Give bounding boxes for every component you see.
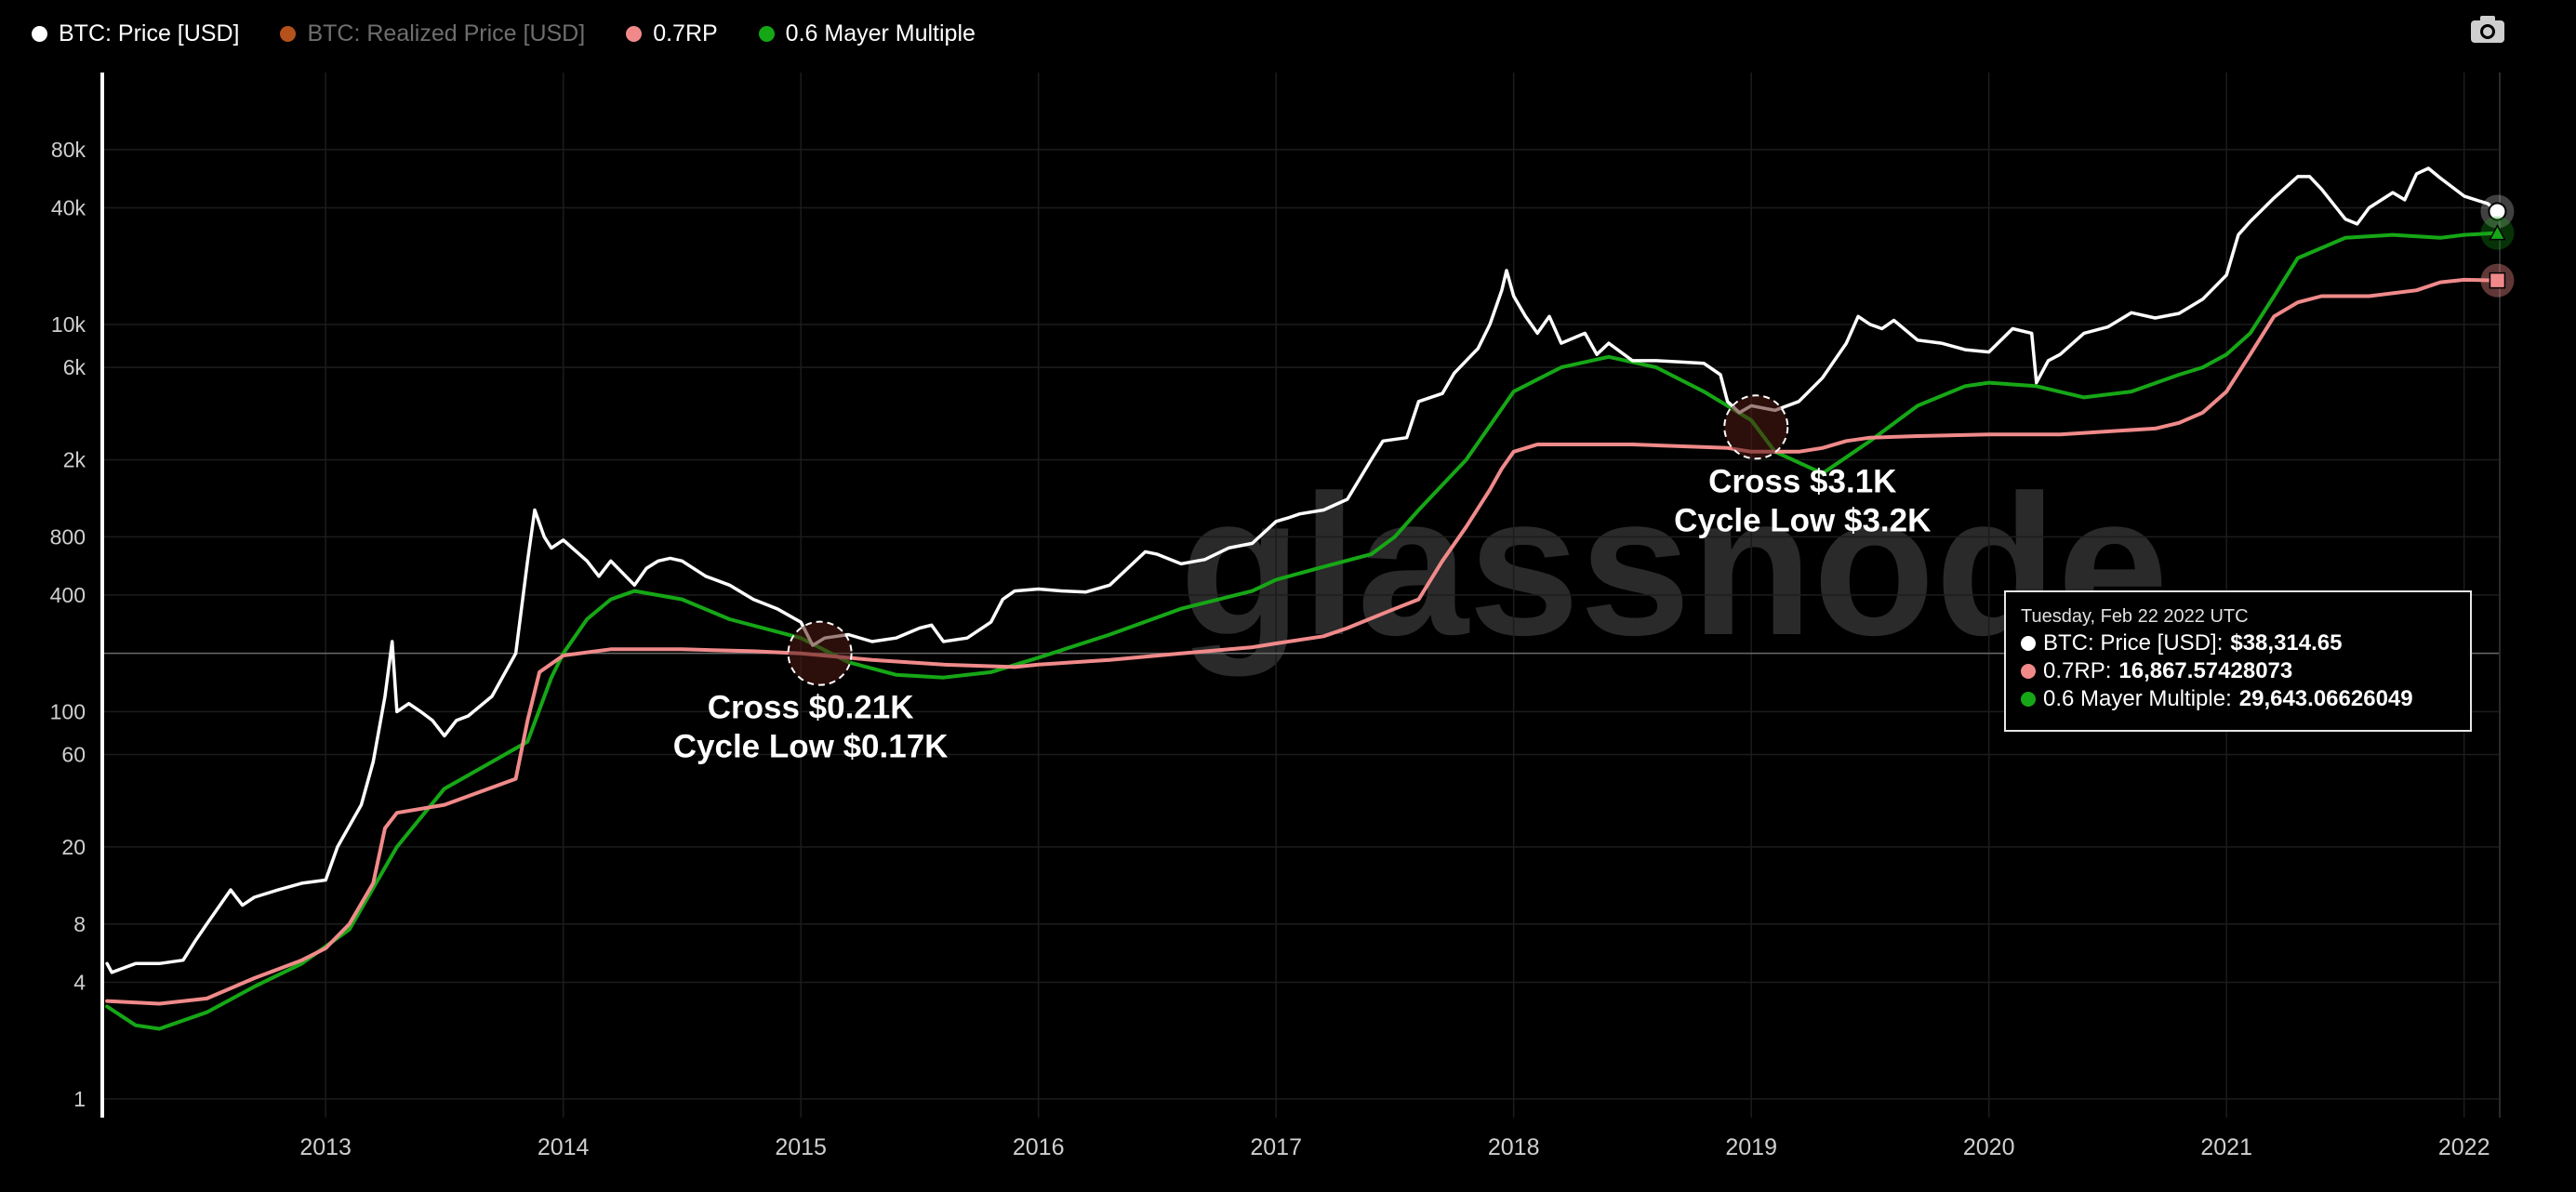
y-tick-label: 80k: [51, 138, 86, 162]
series-line-1: [105, 277, 2500, 1006]
legend-label: BTC: Realized Price [USD]: [307, 20, 586, 46]
legend-label: 0.6 Mayer Multiple: [785, 20, 976, 46]
tooltip-label-price: BTC: Price [USD]:: [2043, 630, 2224, 656]
tooltip-row-price: BTC: Price [USD]: $38,314.65: [2021, 629, 2455, 657]
y-tick-label: 6k: [63, 355, 86, 379]
legend-item-3[interactable]: 0.6 Mayer Multiple: [758, 20, 976, 47]
y-axis: 1 4 8 20 60 100 400 800 2k 6k 10k 40k 80k: [50, 138, 86, 1111]
legend-label: 0.7RP: [653, 20, 718, 46]
legend-dot: [758, 25, 775, 42]
y-tick-label: 40k: [51, 196, 86, 220]
annotation-text: Cross $3.1K: [1708, 463, 1896, 499]
tooltip-value-price: $38,314.65: [2230, 630, 2343, 656]
annotation-text: Cycle Low $0.17K: [673, 729, 949, 765]
tooltip-value-mayer: 29,643.06626049: [2238, 686, 2413, 711]
annotation-text: Cycle Low $3.2K: [1674, 502, 1931, 538]
tooltip: Tuesday, Feb 22 2022 UTC BTC: Price [USD…: [2004, 590, 2472, 732]
y-tick-label: 60: [61, 743, 86, 767]
rp-end-marker: [2489, 272, 2506, 289]
y-tick-label: 800: [50, 524, 86, 549]
legend-item-0[interactable]: BTC: Price [USD]: [32, 20, 239, 47]
y-tick-label: 2k: [63, 447, 86, 471]
camera-icon[interactable]: [2469, 13, 2506, 45]
legend-label: BTC: Price [USD]: [59, 20, 240, 46]
y-tick-label: 10k: [51, 312, 86, 337]
tooltip-value-rp: 16,867.57428073: [2118, 658, 2293, 683]
mayer-end-marker: [2489, 224, 2506, 241]
grid: [102, 73, 2500, 1118]
y-tick-label: 4: [73, 970, 86, 994]
tooltip-date: Tuesday, Feb 22 2022 UTC: [2021, 606, 2249, 627]
x-tick-label: 2013: [299, 1134, 352, 1160]
legend-dot: [280, 25, 297, 42]
y-tick-label: 8: [73, 912, 86, 936]
x-axis: 2013 2014 2015 2016 2017 2018 2019 2020 2021 2022: [299, 1134, 2490, 1160]
end-markers: [2480, 194, 2515, 298]
series-line-0: [105, 166, 2500, 974]
x-tick-label: 2021: [2200, 1134, 2252, 1160]
tooltip-label-rp: 0.7RP:: [2043, 658, 2112, 683]
tooltip-dot-mayer: [2021, 692, 2036, 707]
watermark: glassnode: [1179, 453, 2168, 677]
legend-item-1[interactable]: BTC: Realized Price [USD]: [280, 20, 585, 47]
legend-dot: [32, 25, 47, 42]
tooltip-dot-rp: [2021, 664, 2036, 679]
x-tick-label: 2019: [1725, 1134, 1777, 1160]
y-tick-label: 400: [50, 583, 86, 607]
tooltip-dot-price: [2021, 636, 2036, 651]
legend-dot: [626, 25, 643, 42]
y-tick-label: 100: [50, 699, 86, 723]
annotation-circle: [1723, 394, 1789, 460]
series-lines: [105, 166, 2500, 1031]
axis-lines: [100, 73, 2501, 1118]
y-tick-label: 20: [61, 835, 86, 859]
x-tick-label: 2022: [2438, 1134, 2490, 1160]
tooltip-row-rp: 0.7RP: 16,867.57428073: [2021, 657, 2455, 685]
x-tick-label: 2017: [1250, 1134, 1302, 1160]
x-tick-label: 2014: [538, 1134, 590, 1160]
chart-legend: BTC: Price [USD] BTC: Realized Price [USD…: [32, 17, 976, 50]
x-tick-label: 2020: [1963, 1134, 2015, 1160]
tooltip-label-mayer: 0.6 Mayer Multiple:: [2043, 686, 2232, 711]
price-end-marker: [2488, 202, 2507, 221]
y-tick-label: 1: [73, 1087, 86, 1111]
x-tick-label: 2015: [775, 1134, 827, 1160]
annotation-circle: [787, 620, 853, 686]
series-line-2: [105, 231, 2500, 1031]
annotation-text: Cross $0.21K: [708, 690, 914, 726]
tooltip-row-mayer: 0.6 Mayer Multiple: 29,643.06626049: [2021, 685, 2455, 713]
x-tick-label: 2018: [1488, 1134, 1540, 1160]
legend-item-2[interactable]: 0.7RP: [626, 20, 718, 47]
x-tick-label: 2016: [1013, 1134, 1065, 1160]
